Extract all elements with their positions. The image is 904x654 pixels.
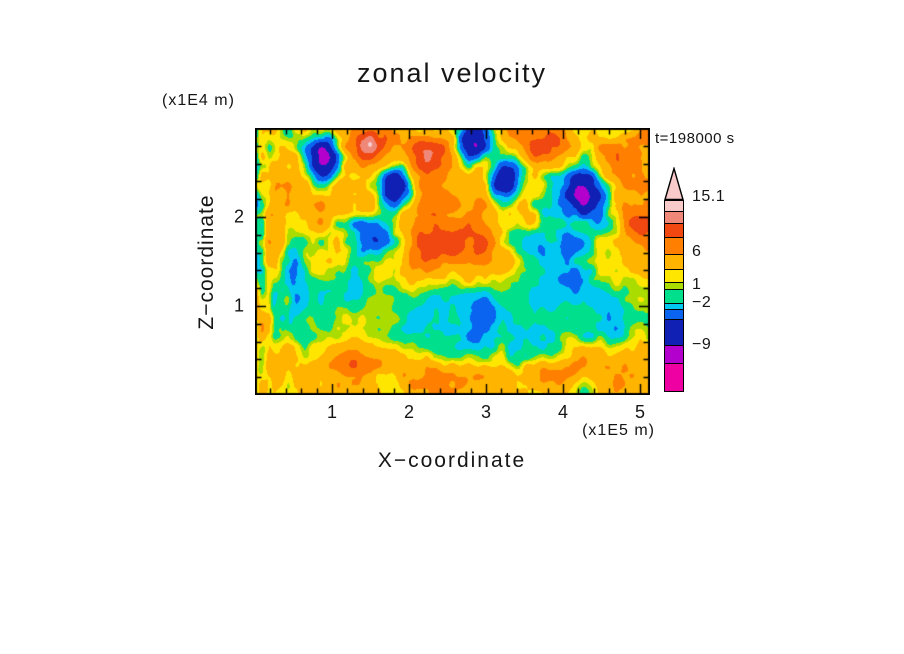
colorbar-segment	[665, 303, 683, 309]
colorbar	[664, 200, 684, 392]
colorbar-segment	[665, 211, 683, 223]
contour-plot-canvas	[255, 128, 650, 395]
colorbar-tick-label: −9	[692, 336, 712, 353]
colorbar-segment	[665, 309, 683, 319]
chart-title: zonal velocity	[356, 58, 548, 88]
x-axis-units: (x1E5 m)	[582, 422, 655, 439]
colorbar-tick-label: 1	[692, 276, 702, 293]
colorbar-segment	[665, 223, 683, 237]
colorbar-segment	[665, 201, 683, 211]
colorbar-segment	[665, 319, 683, 345]
y-tick-label: 1	[233, 295, 244, 316]
x-tick-label: 1	[326, 402, 337, 422]
colorbar-tick-label: −2	[692, 294, 712, 311]
colorbar-tick-label: 6	[692, 243, 702, 260]
colorbar-segment	[665, 289, 683, 303]
colorbar-tick-label: 15.1	[692, 188, 726, 205]
y-axis-units: (x1E4 m)	[162, 92, 235, 109]
x-tick-label: 2	[403, 402, 414, 422]
x-axis-label: X−coordinate	[377, 449, 527, 472]
colorbar-segment	[665, 363, 683, 391]
x-tick-label: 4	[557, 402, 568, 422]
colorbar-tip-icon	[664, 167, 684, 200]
colorbar-segment	[665, 269, 683, 282]
x-tick-label: 3	[480, 402, 491, 422]
colorbar-segment	[665, 237, 683, 254]
colorbar-segment	[665, 254, 683, 269]
colorbar-segment	[665, 282, 683, 289]
colorbar-segment	[665, 345, 683, 363]
x-tick-label: 5	[634, 402, 645, 422]
time-annotation: t=198000 s	[655, 130, 735, 147]
y-tick-label: 2	[233, 206, 244, 227]
y-axis-label: Z−coordinate	[195, 194, 218, 330]
